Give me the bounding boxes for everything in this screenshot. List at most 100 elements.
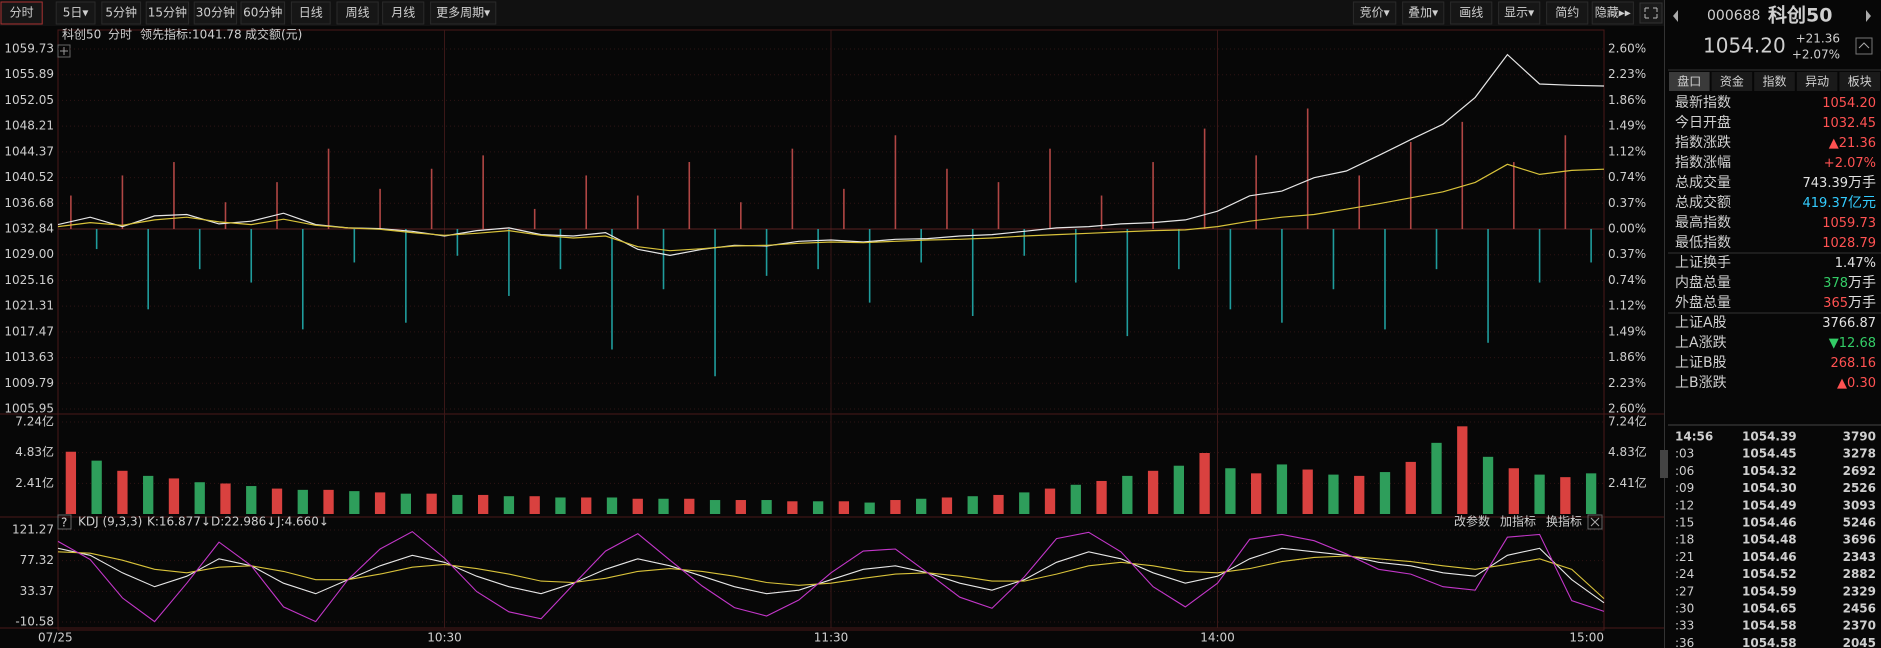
period-button[interactable]: [430, 1, 497, 25]
pct-tick-label: 0.37%: [1608, 247, 1646, 261]
volume-bar: [1147, 470, 1159, 514]
volume-bar: [864, 502, 875, 514]
period-label: 分时: [10, 6, 34, 20]
stat-number: 1054.20: [1822, 96, 1876, 111]
next-arrow[interactable]: [1866, 10, 1871, 22]
collapse-handle[interactable]: [1660, 450, 1668, 478]
pct-tick-label: 1.49%: [1608, 119, 1646, 133]
volume-bar: [761, 500, 772, 514]
add-button[interactable]: [57, 44, 71, 58]
trade-price: 1054.65: [1742, 602, 1797, 616]
trade-time: :33: [1675, 619, 1694, 633]
tool-button[interactable]: [1402, 1, 1445, 25]
trade-price: 1054.59: [1742, 584, 1797, 598]
tool-button[interactable]: [1352, 1, 1397, 25]
prev-arrow[interactable]: [1673, 10, 1678, 22]
kdj-button[interactable]: 换指标: [1546, 514, 1582, 529]
tab[interactable]: [1754, 72, 1795, 91]
volume-bar: [658, 498, 669, 514]
kdj-line: [57, 547, 1605, 604]
y-tick-label: 1032.84: [4, 222, 54, 236]
y-tick-label: 1048.21: [4, 119, 54, 133]
stat-value: 1032.45: [1822, 116, 1876, 131]
y-tick-label: 4.83亿: [15, 444, 54, 459]
expand-button[interactable]: [1855, 37, 1873, 55]
stat-value: 365万手: [1823, 295, 1876, 311]
tool-button[interactable]: [1498, 1, 1541, 25]
tool-button[interactable]: [1450, 1, 1493, 25]
volume-bar: [503, 496, 515, 514]
stat-number: ▼12.68: [1829, 336, 1876, 351]
y-tick-label: 121.27: [12, 523, 54, 537]
x-tick-label: 11:30: [814, 631, 849, 645]
tab[interactable]: [1839, 72, 1880, 91]
volume-bar: [1379, 472, 1391, 514]
period-button[interactable]: [0, 1, 43, 25]
tab[interactable]: [1711, 72, 1753, 91]
stat-value: ▲0.30: [1837, 376, 1876, 391]
y-tick-label: 1009.79: [4, 376, 54, 390]
stat-number: 1059.73: [1822, 216, 1876, 231]
stat-number: ▲21.36: [1829, 136, 1876, 151]
fullscreen-icon: [1644, 7, 1658, 19]
period-button[interactable]: [145, 1, 190, 25]
period-label: 日线: [299, 6, 323, 20]
period-button[interactable]: [193, 1, 238, 25]
price-line: [57, 163, 1605, 252]
pct-tick-label: 2.60%: [1608, 402, 1646, 416]
tab-label: 异动: [1805, 75, 1829, 89]
volume-bar: [941, 497, 953, 514]
tab[interactable]: [1669, 72, 1710, 91]
stat-label: 上证B股: [1675, 355, 1727, 371]
stat-value: 1.47%: [1835, 256, 1876, 271]
volume-bar: [271, 488, 283, 514]
kdj-button[interactable]: 加指标: [1500, 514, 1536, 529]
close-button[interactable]: [1587, 514, 1603, 530]
add-icon: [60, 47, 68, 55]
trade-time: :12: [1675, 498, 1694, 512]
trade-volume: 5246: [1843, 516, 1876, 530]
y-tick-label: 1040.52: [4, 170, 54, 184]
stat-value: 1028.79: [1822, 236, 1876, 251]
volume-bar: [65, 451, 77, 514]
period-label: 5分钟: [105, 5, 137, 20]
volume-bar: [1044, 488, 1056, 514]
pct-tick-label: 2.23%: [1608, 376, 1646, 390]
chart-period: 分时: [108, 28, 132, 42]
x-tick-label: 07/25: [38, 631, 73, 645]
stat-unit: 亿元: [1848, 195, 1876, 211]
amount-label: 成交额(元): [245, 27, 302, 42]
volume-bar: [632, 498, 643, 514]
trade-price: 1054.58: [1742, 636, 1797, 648]
volume-bar: [1096, 480, 1107, 514]
kdj-button[interactable]: 改参数: [1454, 514, 1490, 529]
fullscreen-button[interactable]: [1639, 2, 1663, 24]
y-tick-label: 1059.73: [4, 42, 54, 56]
kdj-line: [57, 551, 1605, 600]
y2-tick-label: 4.83亿: [1608, 444, 1647, 459]
volume-bar: [838, 501, 850, 514]
period-button[interactable]: [290, 1, 331, 25]
trade-time: :24: [1675, 567, 1694, 581]
trade-volume: 3696: [1843, 533, 1876, 547]
pct-tick-label: 0.74%: [1608, 273, 1646, 287]
tool-button[interactable]: [1591, 1, 1634, 25]
period-button[interactable]: [240, 1, 286, 25]
period-button[interactable]: [336, 1, 379, 25]
help-button[interactable]: [57, 514, 72, 530]
period-button[interactable]: [382, 1, 425, 25]
y-tick-label: 33.37: [20, 584, 54, 598]
trade-time: :09: [1675, 481, 1694, 495]
volume-bar: [890, 500, 901, 514]
trade-time: :27: [1675, 584, 1694, 598]
expand-icon: [1858, 42, 1870, 49]
stat-value: 3766.87: [1822, 316, 1876, 331]
tab[interactable]: [1796, 72, 1838, 91]
period-button[interactable]: [55, 1, 96, 25]
trade-volume: 2692: [1843, 464, 1876, 478]
volume-bar: [400, 493, 412, 514]
period-button[interactable]: [101, 1, 142, 25]
volume-bar: [246, 486, 257, 514]
trade-time: 14:56: [1675, 430, 1713, 444]
tool-button[interactable]: [1546, 1, 1589, 25]
